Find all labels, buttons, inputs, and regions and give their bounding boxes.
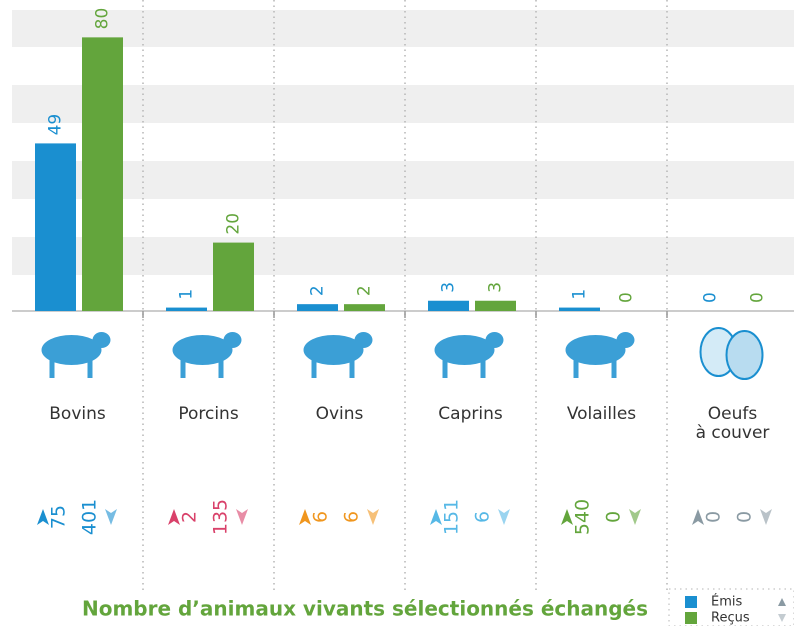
category-label: Volailles bbox=[567, 404, 636, 424]
received-count: 6 bbox=[472, 511, 494, 523]
chart-title: Nombre d’animaux vivants sélectionnés éc… bbox=[82, 597, 648, 621]
received-count: 135 bbox=[210, 499, 232, 535]
value-label: 20 bbox=[224, 213, 244, 235]
value-label: 3 bbox=[486, 282, 506, 293]
received-arrow bbox=[236, 509, 248, 525]
icon-leg bbox=[181, 358, 186, 378]
icon-head bbox=[93, 332, 111, 348]
chart: Nombre d’animaux vivants sélectionnés éc… bbox=[0, 0, 794, 626]
category-label: Caprins bbox=[438, 404, 503, 424]
bar bbox=[475, 301, 516, 311]
bar bbox=[428, 301, 469, 311]
animal-icon bbox=[435, 332, 504, 378]
icon-head bbox=[486, 332, 504, 348]
sent-count: 540 bbox=[572, 499, 594, 535]
bar bbox=[344, 304, 385, 311]
received-count: 0 bbox=[603, 511, 625, 523]
bar bbox=[297, 304, 338, 311]
value-label: 3 bbox=[439, 282, 459, 293]
icon-leg bbox=[574, 358, 579, 378]
icon-leg bbox=[88, 358, 93, 378]
animal-icon bbox=[173, 332, 242, 378]
category-label: Ovins bbox=[316, 404, 364, 424]
value-label: 1 bbox=[570, 289, 590, 300]
icon-leg bbox=[219, 358, 224, 378]
background-stripes bbox=[12, 10, 794, 275]
category-label: Bovins bbox=[49, 404, 106, 424]
category-sublabel: à couver bbox=[696, 423, 770, 443]
icon-leg bbox=[481, 358, 486, 378]
egg-icon bbox=[727, 331, 763, 379]
category-label: Oeufs bbox=[708, 404, 758, 424]
legend-label: Reçus bbox=[711, 611, 750, 626]
bar bbox=[82, 37, 123, 311]
icon-leg bbox=[350, 358, 355, 378]
sent-count: 6 bbox=[310, 511, 332, 523]
icon-head bbox=[224, 332, 242, 348]
legend-down-arrow bbox=[778, 614, 786, 622]
sent-count: 0 bbox=[703, 511, 725, 523]
value-label: 1 bbox=[177, 289, 197, 300]
legend-up-arrow bbox=[778, 598, 786, 606]
received-count: 0 bbox=[734, 511, 756, 523]
icon-head bbox=[617, 332, 635, 348]
value-label: 2 bbox=[355, 285, 375, 296]
received-arrow bbox=[498, 509, 510, 525]
legend-swatch bbox=[685, 596, 697, 608]
icon-head bbox=[355, 332, 373, 348]
stripe bbox=[12, 161, 794, 199]
value-label: 49 bbox=[46, 114, 66, 136]
legend-label: Émis bbox=[711, 594, 742, 610]
icon-leg bbox=[443, 358, 448, 378]
received-count: 6 bbox=[341, 511, 363, 523]
sent-count: 151 bbox=[441, 499, 463, 535]
bar bbox=[559, 308, 600, 311]
category-label: Porcins bbox=[178, 404, 239, 424]
received-arrow bbox=[629, 509, 641, 525]
bar bbox=[166, 308, 207, 311]
stripe bbox=[12, 10, 794, 47]
value-label: 0 bbox=[617, 292, 637, 303]
received-arrow bbox=[760, 509, 772, 525]
received-arrow bbox=[367, 509, 379, 525]
value-label: 80 bbox=[93, 8, 113, 30]
icon-leg bbox=[612, 358, 617, 378]
stripe bbox=[12, 237, 794, 275]
icon-leg bbox=[312, 358, 317, 378]
value-label: 2 bbox=[308, 285, 328, 296]
stripe bbox=[12, 85, 794, 123]
legend-swatch bbox=[685, 612, 697, 624]
received-count: 401 bbox=[79, 499, 101, 535]
animal-icon bbox=[566, 332, 635, 378]
received-arrow bbox=[105, 509, 117, 525]
bar bbox=[35, 143, 76, 311]
value-label: 0 bbox=[748, 292, 768, 303]
animal-icon bbox=[42, 332, 111, 378]
sent-count: 75 bbox=[48, 505, 70, 529]
sent-count: 2 bbox=[179, 511, 201, 523]
animal-icon bbox=[304, 332, 373, 378]
icon-leg bbox=[50, 358, 55, 378]
bar bbox=[213, 243, 254, 311]
value-label: 0 bbox=[701, 292, 721, 303]
